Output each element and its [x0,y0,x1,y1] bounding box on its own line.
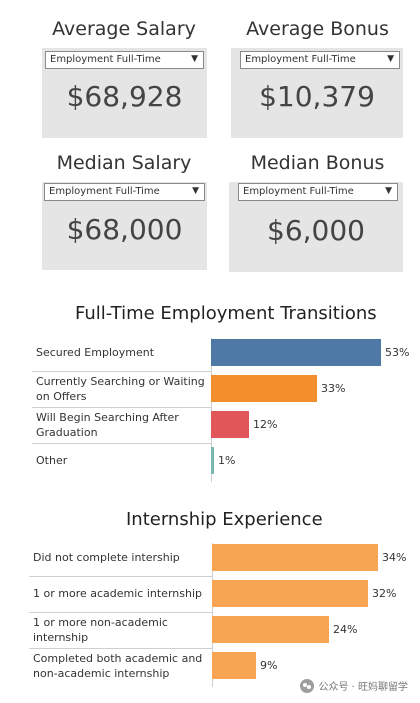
kpi-title-median-bonus: Median Bonus [250,152,385,174]
bar-value-label: 24% [333,623,358,636]
filter-dropdown[interactable]: Employment Full-Time ▼ [45,51,204,69]
bar-category-label: Secured Employment [36,346,155,359]
kpi-card-average-bonus: Employment Full-Time ▼ $10,379 [231,48,403,138]
bar-category-label: 1 or more academic internship [33,587,202,600]
kpi-card-average-salary: Employment Full-Time ▼ $68,928 [42,48,207,138]
bar[interactable] [211,411,249,438]
bar-category-label: Currently Searching or Waiting on Offers [36,375,205,403]
kpi-value: $68,000 [66,213,183,246]
watermark: 公众号 · 旺妈聊留学 [300,678,408,693]
bar-category-label: Completed both academic and non-academic… [33,652,203,680]
bar-value-label: 9% [260,659,278,672]
filter-value: Employment Full-Time [243,186,354,197]
filter-value: Employment Full-Time [50,54,161,65]
kpi-card-median-salary: Employment Full-Time ▼ $68,000 [42,182,207,270]
kpi-title-median-salary: Median Salary [56,152,192,174]
kpi-value: $68,928 [66,80,183,113]
kpi-title-average-bonus: Average Bonus [246,18,389,40]
wechat-icon [300,678,315,693]
bar[interactable] [211,447,214,474]
bar-category-label: Did not complete intership [33,551,180,564]
kpi-title-average-salary: Average Salary [52,18,196,40]
chevron-down-icon: ▼ [387,54,394,64]
filter-value: Employment Full-Time [245,54,356,65]
bar[interactable] [212,580,368,607]
bar-value-label: 53% [385,346,410,359]
axis-line [212,543,213,687]
bar[interactable] [212,544,378,571]
filter-dropdown[interactable]: Employment Full-Time ▼ [44,183,205,201]
bar-category-label: 1 or more non-academic internship [33,616,168,644]
chevron-down-icon: ▼ [385,186,392,196]
filter-value: Employment Full-Time [49,186,160,197]
kpi-card-median-bonus: Employment Full-Time ▼ $6,000 [229,182,403,272]
bar-category-label: Other [36,454,68,467]
bar[interactable] [212,616,329,643]
chart-title-employment-transitions: Full-Time Employment Transitions [75,303,377,324]
filter-dropdown[interactable]: Employment Full-Time ▼ [238,183,398,201]
bar[interactable] [212,652,256,679]
bar-value-label: 12% [253,418,278,431]
row-divider [32,443,211,444]
filter-dropdown[interactable]: Employment Full-Time ▼ [240,51,400,69]
row-divider [32,371,211,372]
row-divider [29,612,212,613]
bar-value-label: 34% [382,551,407,564]
kpi-value: $6,000 [267,214,365,247]
bar-value-label: 33% [321,382,346,395]
row-divider [29,648,212,649]
axis-line [211,338,212,482]
bar-value-label: 1% [218,454,236,467]
row-divider [29,576,212,577]
bar-category-label: Will Begin Searching After Graduation [36,411,179,439]
watermark-text: 公众号 · 旺妈聊留学 [318,682,408,693]
kpi-value: $10,379 [259,80,375,113]
bar-value-label: 32% [372,587,397,600]
row-divider [32,407,211,408]
bar[interactable] [211,375,317,402]
chart-title-internship-experience: Internship Experience [126,509,323,530]
chevron-down-icon: ▼ [191,54,198,64]
bar[interactable] [211,339,381,366]
chevron-down-icon: ▼ [192,186,199,196]
